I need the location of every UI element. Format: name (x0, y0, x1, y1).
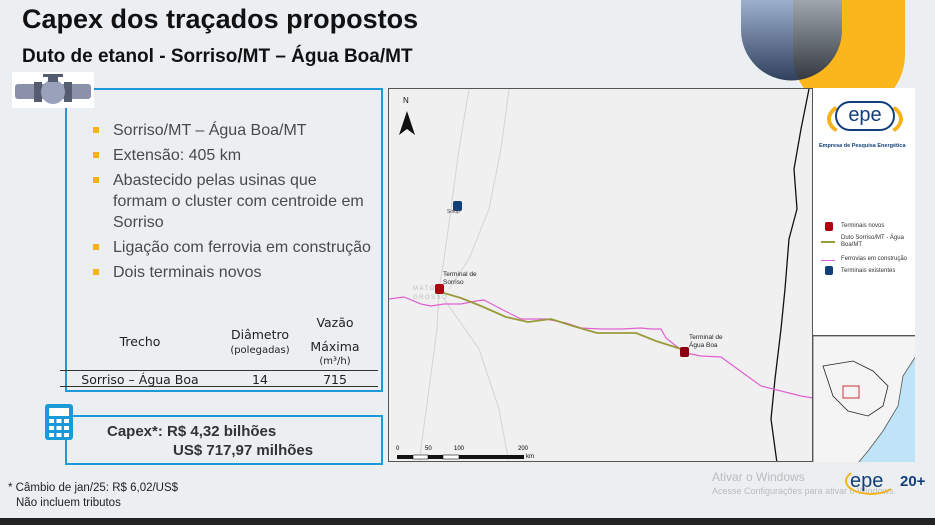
epe-logo-arcs (827, 98, 903, 140)
bullet-item: Abastecido pelas usinas que formam o clu… (93, 170, 373, 233)
capex-usd: US$ 717,97 milhões (173, 442, 314, 459)
railway-swatch (821, 260, 835, 261)
legend-item: Terminais existentes (841, 268, 896, 274)
windows-watermark-title: Ativar o Windows (712, 470, 805, 484)
header-trecho: Trecho (119, 334, 161, 349)
header-vazao-unit: (m³/h) (319, 356, 351, 367)
bullet-item: Extensão: 405 km (93, 145, 373, 166)
pipeline-swatch (821, 241, 835, 243)
windows-watermark-subtitle: Acesse Configurações para ativar o Windo… (712, 486, 897, 496)
new-terminal-icon (825, 222, 833, 231)
valve-icon (12, 72, 94, 108)
epe20-logo: epe (850, 470, 884, 492)
header-diametro: Diâmetro (230, 327, 290, 342)
legend-item: Duto Sorriso/MT - Água Boa/MT (841, 235, 904, 248)
bullet-item: Ligação com ferrovia em construção (93, 237, 373, 258)
table-row: Sorriso – Água Boa 14 715 (60, 372, 378, 387)
new-terminal-icon (680, 347, 689, 357)
epe20-suffix: 20+ (900, 473, 926, 490)
river-line (448, 89, 510, 290)
legend-item: Terminais novos (841, 223, 885, 229)
epe20-logo-arc (845, 467, 897, 495)
inset-highlight (842, 385, 860, 399)
label-sinop: Sinop (447, 209, 460, 215)
north-label: N (403, 96, 409, 105)
pipeline-table: Trecho Diâmetro (polegadas) Vazão Máxima… (60, 312, 378, 388)
scale-tick: 50 (425, 446, 432, 452)
cell-diametro: 14 (252, 372, 268, 387)
capex-box: Capex*: R$ 4,32 bilhões US$ 717,97 milhõ… (65, 415, 383, 465)
scale-tick: 0 (396, 446, 400, 452)
state-border (770, 89, 810, 461)
scale-bar (397, 454, 524, 460)
legend-item: Ferrovias em construção (841, 256, 908, 262)
scale-unit: km (526, 454, 534, 460)
decorative-shapes (741, 0, 905, 90)
table-divider (60, 370, 378, 371)
north-arrow-icon (399, 111, 415, 135)
railway-line (389, 296, 820, 400)
footnote-taxes: Não incluem tributos (16, 497, 121, 509)
existing-terminal-icon (453, 201, 462, 211)
cell-vazao: 715 (323, 372, 347, 387)
bullet-list: Sorriso/MT – Água Boa/MT Extensão: 405 k… (93, 120, 373, 287)
scale-tick: 200 (518, 446, 529, 452)
river-line (443, 298, 510, 461)
taskbar-strip (0, 518, 935, 525)
label-agua-boa: Terminal de Água Boa (689, 334, 723, 349)
capex-brl: Capex*: R$ 4,32 bilhões (107, 423, 277, 440)
header-vazao: Vazão (316, 315, 354, 330)
bullet-item: Dois terminais novos (93, 262, 373, 283)
new-terminal-icon (435, 284, 444, 294)
page-title: Capex dos traçados propostos (22, 4, 419, 34)
scale-tick: 100 (454, 446, 465, 452)
page-subtitle: Duto de etanol - Sorriso/MT – Água Boa/M… (22, 46, 413, 67)
header-diametro-unit: (polegadas) (230, 345, 290, 356)
map-legend: epe Empresa de Pesquisa Energética Termi… (812, 88, 915, 335)
label-sorriso: Terminal de Sorriso (443, 271, 477, 286)
info-box (65, 88, 383, 392)
existing-terminal-icon (825, 266, 833, 275)
calculator-icon (45, 404, 73, 440)
river-line (418, 89, 470, 461)
footnote-exchange: * Câmbio de jan/25: R$ 6,02/US$ (8, 482, 179, 494)
cell-trecho: Sorriso – Água Boa (81, 372, 199, 387)
bullet-item: Sorriso/MT – Água Boa/MT (93, 120, 373, 141)
label-state: MATO GROSSO (413, 286, 449, 301)
header-vazao-maxima: Máxima (310, 339, 360, 354)
pipeline-line (443, 292, 682, 350)
epe-logo: epe (835, 101, 895, 131)
inset-map (812, 335, 915, 462)
org-name: Empresa de Pesquisa Energética (819, 143, 906, 149)
